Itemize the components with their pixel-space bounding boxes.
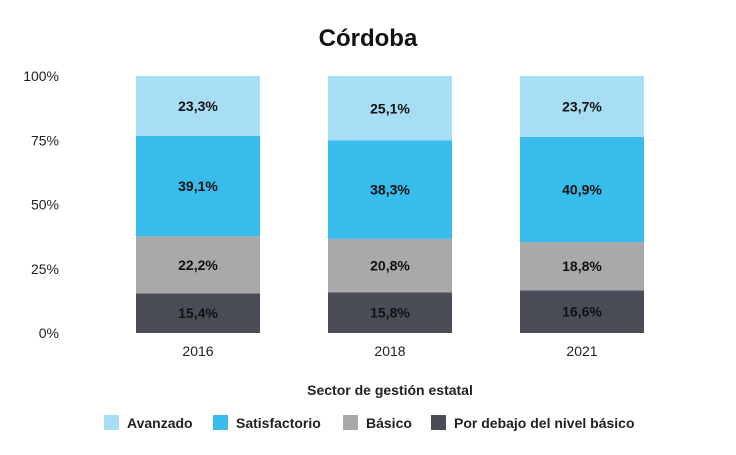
x-axis: 2016 2018 2021 xyxy=(182,343,597,359)
data-label: 22,2% xyxy=(178,257,218,273)
data-label: 15,8% xyxy=(370,305,410,321)
data-label: 23,7% xyxy=(562,98,602,114)
x-tick-label: 2021 xyxy=(566,343,597,359)
x-axis-label: Sector de gestión estatal xyxy=(307,382,473,398)
data-label: 39,1% xyxy=(178,178,218,194)
x-tick-label: 2016 xyxy=(182,343,213,359)
y-tick-label: 25% xyxy=(31,261,59,277)
data-label: 25,1% xyxy=(370,100,410,116)
legend-label: Avanzado xyxy=(127,415,193,431)
bar-segment xyxy=(520,136,644,243)
y-tick-label: 0% xyxy=(39,325,59,341)
data-label: 23,3% xyxy=(178,98,218,114)
bar-segment xyxy=(136,236,260,294)
bar-segment xyxy=(136,135,260,237)
bar-segment xyxy=(520,76,644,137)
legend-label: Por debajo del nivel básico xyxy=(454,415,635,431)
data-label: 20,8% xyxy=(370,258,410,274)
legend-swatch xyxy=(431,415,446,430)
legend-swatch xyxy=(343,415,358,430)
data-label: 16,6% xyxy=(562,304,602,320)
data-label: 18,8% xyxy=(562,258,602,274)
legend: Avanzado Satisfactorio Básico Por debajo de… xyxy=(104,415,635,431)
legend-label: Básico xyxy=(366,415,412,431)
data-label: 15,4% xyxy=(178,305,218,321)
bars-group: 15,4% 22,2% 39,1% 23,3% 15,8% 20,8% 38,3% 25,1%… xyxy=(136,76,644,333)
bar-segment xyxy=(136,76,260,136)
bar-segment xyxy=(520,242,644,291)
y-tick-label: 100% xyxy=(23,68,59,84)
y-tick-label: 75% xyxy=(31,132,59,148)
legend-label: Satisfactorio xyxy=(236,415,321,431)
bar-segment xyxy=(328,238,452,293)
bar-segment xyxy=(136,293,260,333)
y-axis: 0% 25% 50% 75% 100% xyxy=(23,68,59,341)
bar-segment xyxy=(520,290,644,333)
y-tick-label: 50% xyxy=(31,197,59,213)
bar-segment xyxy=(328,76,452,141)
bar-segment xyxy=(328,140,452,239)
legend-swatch xyxy=(213,415,228,430)
bar-segment xyxy=(328,292,452,333)
data-label: 38,3% xyxy=(370,182,410,198)
legend-swatch xyxy=(104,415,119,430)
x-tick-label: 2018 xyxy=(374,343,405,359)
data-label: 40,9% xyxy=(562,181,602,197)
chart-title: Córdoba xyxy=(319,25,418,52)
